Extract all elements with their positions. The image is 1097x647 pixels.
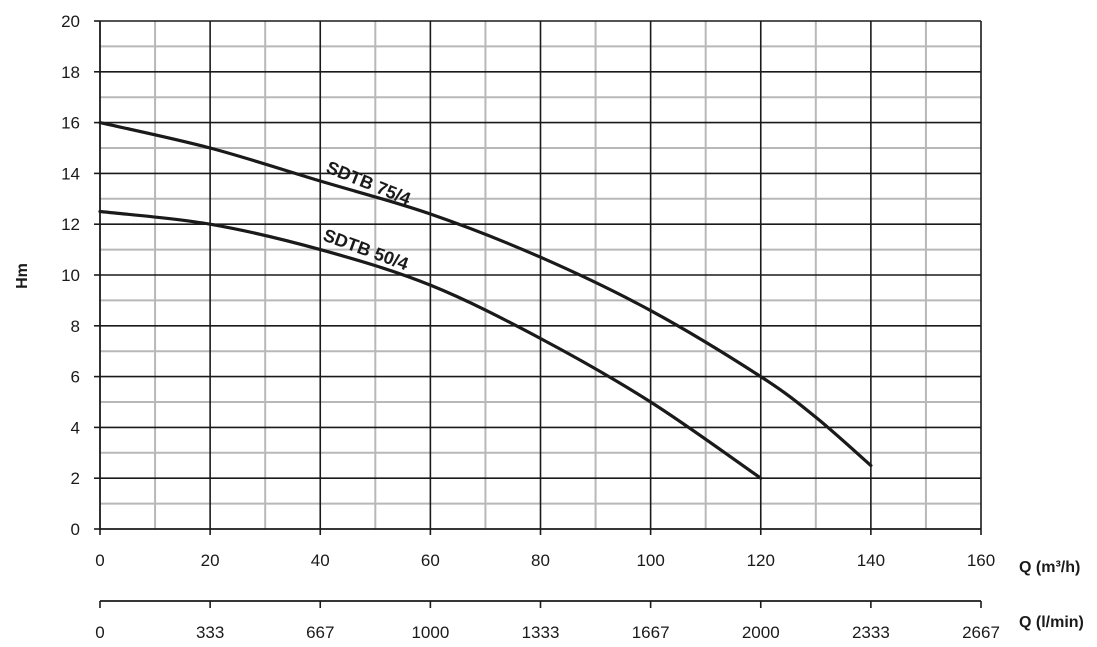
x-tick-label: 160	[967, 551, 995, 570]
secondary-x-tick-label: 2667	[962, 623, 1000, 642]
y-tick-label: 0	[71, 520, 80, 539]
x-tick-label: 0	[95, 551, 104, 570]
series-line-0	[98, 121, 873, 468]
x-tick-label: 60	[421, 551, 440, 570]
y-tick-label: 12	[61, 215, 80, 234]
tick-labels: 0 2 4 6 8 10 12 14 16 18 20 0 20 40 60 80 100 120 140 160 0 3…	[61, 12, 1000, 642]
major-grid	[100, 20, 981, 529]
y-tick-label: 14	[61, 164, 80, 183]
y-tick-label: 10	[61, 266, 80, 285]
secondary-x-tick-label: 1667	[632, 623, 670, 642]
x-axis-title: Q (m³/h)	[1019, 559, 1080, 576]
y-tick-label: 8	[71, 317, 80, 336]
curve-label-sdtb-75-4: SDTB 75/4	[324, 157, 414, 209]
secondary-x-tick-label: 667	[306, 623, 334, 642]
y-tick-label: 20	[61, 12, 80, 31]
secondary-x-tick-label: 0	[95, 623, 104, 642]
y-tick-label: 16	[61, 114, 80, 133]
secondary-x-tick-label: 2333	[852, 623, 890, 642]
x-tick-label: 120	[747, 551, 775, 570]
axes	[94, 20, 982, 608]
x-axis-secondary-title: Q (l/min)	[1019, 614, 1084, 631]
secondary-x-tick-label: 2000	[742, 623, 780, 642]
x-tick-label: 20	[201, 551, 220, 570]
secondary-x-tick-label: 333	[196, 623, 224, 642]
y-tick-label: 6	[71, 368, 80, 387]
y-tick-label: 4	[71, 418, 80, 437]
curves	[98, 121, 873, 480]
series-line-1	[98, 209, 763, 480]
secondary-x-tick-label: 1000	[411, 623, 449, 642]
y-tick-label: 2	[71, 469, 80, 488]
secondary-x-tick-label: 1333	[522, 623, 560, 642]
y-tick-label: 18	[61, 63, 80, 82]
x-tick-label: 40	[311, 551, 330, 570]
x-tick-label: 100	[636, 551, 664, 570]
x-tick-label: 80	[531, 551, 550, 570]
x-tick-label: 140	[857, 551, 885, 570]
y-axis-title: Hm	[14, 263, 31, 289]
